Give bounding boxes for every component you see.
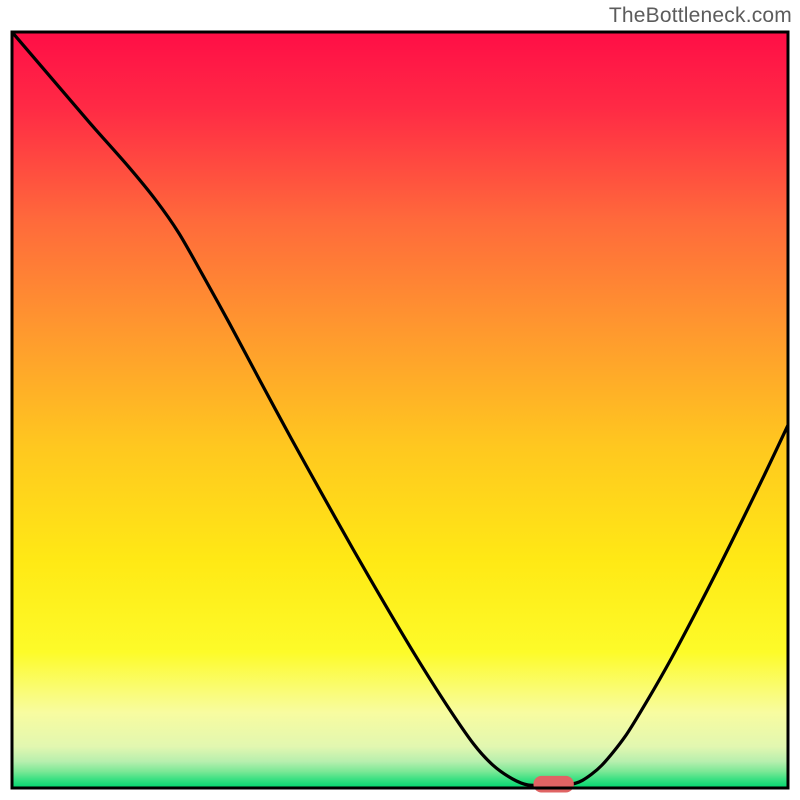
optimum-marker	[533, 776, 573, 793]
gradient-curve-chart	[0, 0, 800, 800]
gradient-background	[12, 32, 788, 788]
chart-stage: TheBottleneck.com	[0, 0, 800, 800]
